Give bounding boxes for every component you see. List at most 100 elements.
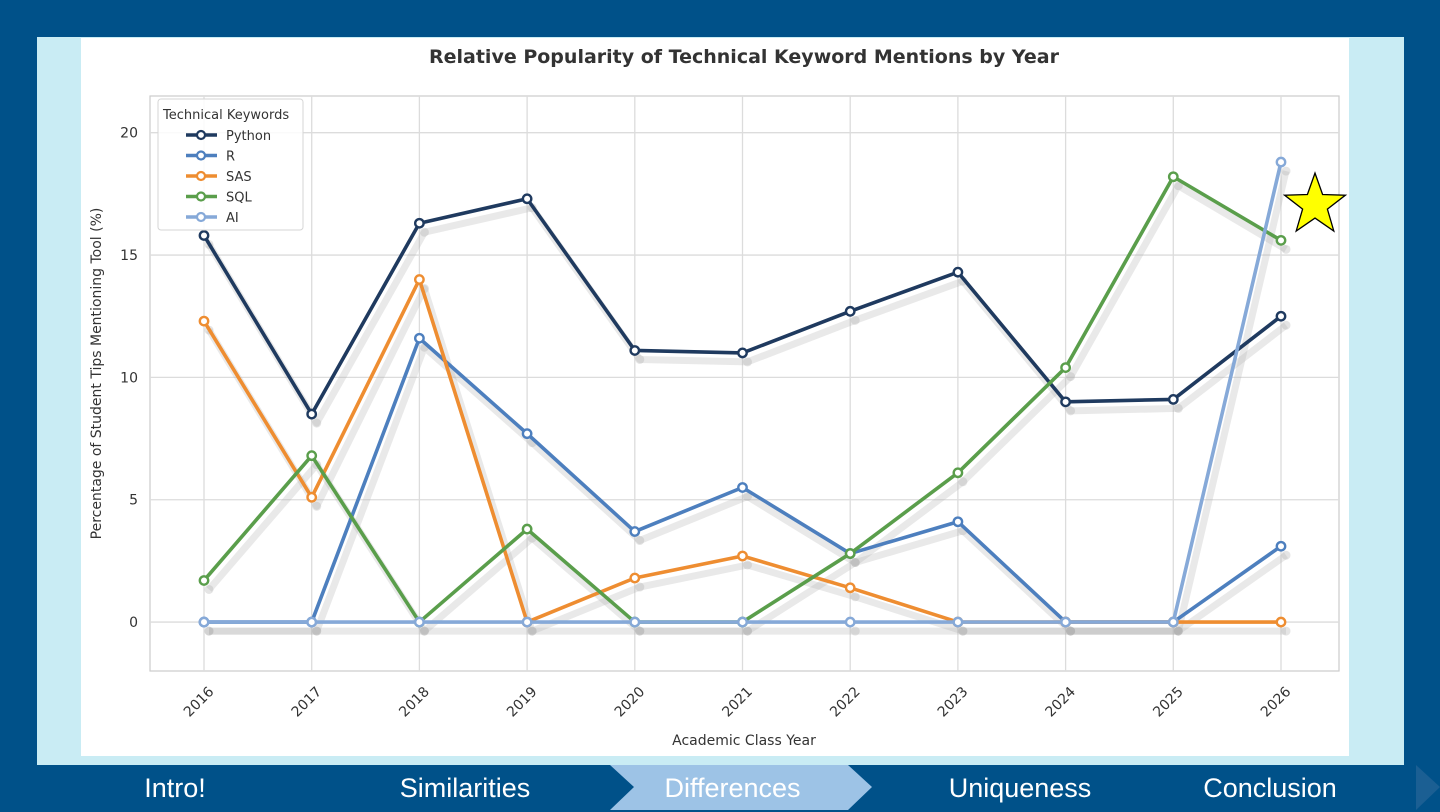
shadow-point: [1173, 626, 1183, 636]
shadow-point: [635, 626, 645, 636]
shadow-point: [1281, 166, 1291, 176]
shadow-point: [1281, 550, 1291, 560]
y-tick-label: 20: [120, 126, 138, 142]
shadow-point: [743, 626, 752, 636]
series-shadow-line: [206, 285, 1286, 635]
data-point[interactable]: [198, 230, 210, 241]
legend-swatch-marker: [195, 211, 207, 223]
data-point[interactable]: [198, 616, 210, 628]
nav-item-intro[interactable]: Intro!: [144, 773, 206, 803]
data-point[interactable]: [844, 305, 856, 317]
data-point[interactable]: [952, 616, 964, 628]
shadow-point: [419, 626, 429, 636]
shadow-point: [743, 626, 752, 636]
data-point[interactable]: [844, 582, 856, 594]
data-point[interactable]: [1275, 156, 1287, 168]
shadow-point: [1281, 626, 1291, 636]
data-point[interactable]: [629, 345, 641, 356]
series-shadow-line: [209, 170, 1290, 635]
data-point[interactable]: [952, 516, 964, 528]
shadow-point: [850, 558, 860, 568]
shadow-point: [743, 491, 752, 501]
data-point[interactable]: [413, 616, 425, 628]
data-point[interactable]: [1167, 171, 1179, 183]
data-point[interactable]: [1167, 394, 1179, 405]
shadow-point: [312, 626, 322, 636]
shadow-point: [1066, 406, 1076, 416]
shadow-point: [204, 626, 214, 636]
data-point[interactable]: [844, 616, 856, 628]
shadow-point: [850, 592, 860, 602]
data-point[interactable]: [198, 575, 210, 586]
data-point[interactable]: [306, 616, 318, 628]
data-point[interactable]: [629, 572, 641, 584]
x-tick-label: 2016: [181, 684, 218, 721]
series-shadow-line: [209, 343, 1289, 635]
chart-title: Relative Popularity of Technical Keyword…: [429, 46, 1060, 68]
data-point[interactable]: [413, 217, 425, 229]
data-point[interactable]: [844, 548, 856, 559]
data-point[interactable]: [521, 523, 533, 535]
plot-area: [149, 95, 1340, 672]
shadow-point: [635, 582, 645, 592]
legend-entry-label: AI: [226, 211, 239, 226]
shadow-point: [312, 501, 322, 511]
data-point[interactable]: [737, 550, 748, 562]
data-point[interactable]: [737, 616, 748, 628]
shadow-point: [204, 626, 214, 636]
data-point[interactable]: [629, 526, 641, 537]
shadow-point: [419, 626, 429, 636]
data-point[interactable]: [306, 408, 318, 420]
data-point[interactable]: [629, 616, 641, 628]
x-axis-label: Academic Class Year: [672, 733, 816, 749]
data-point[interactable]: [198, 315, 210, 327]
data-point[interactable]: [1167, 616, 1179, 628]
shadow-point: [1066, 626, 1076, 636]
shadow-point: [850, 315, 860, 325]
data-point[interactable]: [952, 266, 964, 278]
x-tick-label: 2020: [612, 684, 649, 721]
data-point[interactable]: [413, 332, 425, 344]
x-tick-label: 2017: [289, 684, 326, 721]
nav-item-similarities[interactable]: Similarities: [399, 773, 531, 803]
data-point[interactable]: [521, 616, 533, 628]
series-ai: [198, 156, 1287, 628]
shadow-point: [312, 418, 322, 428]
data-point[interactable]: [952, 467, 964, 479]
data-point[interactable]: [737, 347, 748, 359]
shadow-point: [1173, 403, 1183, 413]
legend-swatch-marker: [195, 170, 207, 182]
y-axis-label: Percentage of Student Tips Mentioning To…: [89, 208, 105, 540]
data-point[interactable]: [737, 482, 748, 493]
data-point[interactable]: [1060, 616, 1071, 628]
shadow-point: [527, 626, 537, 636]
data-point[interactable]: [306, 450, 318, 462]
shadow-point: [527, 626, 537, 636]
legend-entry-label: SQL: [226, 191, 252, 206]
shadow-point: [635, 354, 645, 364]
data-point[interactable]: [306, 491, 318, 503]
legend-entry-label: R: [226, 150, 235, 165]
data-point[interactable]: [521, 428, 533, 440]
data-point[interactable]: [1060, 362, 1071, 373]
legend-entry-label: Python: [226, 129, 271, 144]
nav-item-conclusion[interactable]: Conclusion: [1203, 773, 1337, 803]
legend-swatch-marker: [195, 191, 207, 202]
legend-swatch-marker: [195, 129, 207, 141]
x-tick-label: 2025: [1150, 684, 1187, 721]
nav-item-differences[interactable]: Differences: [664, 773, 801, 803]
data-point[interactable]: [1275, 616, 1287, 628]
data-point[interactable]: [413, 274, 425, 285]
data-point[interactable]: [1060, 396, 1071, 408]
x-tick-label: 2019: [504, 684, 541, 721]
data-point[interactable]: [1275, 234, 1287, 246]
y-tick-label: 0: [129, 615, 138, 631]
shadow-point: [1173, 626, 1183, 636]
data-point[interactable]: [521, 193, 533, 205]
shadow-point: [1066, 626, 1076, 636]
series-python: [198, 193, 1287, 420]
star-icon: [1282, 171, 1348, 233]
nav-item-uniqueness[interactable]: Uniqueness: [948, 773, 1092, 803]
data-point[interactable]: [1275, 310, 1287, 322]
data-point[interactable]: [1275, 540, 1287, 552]
